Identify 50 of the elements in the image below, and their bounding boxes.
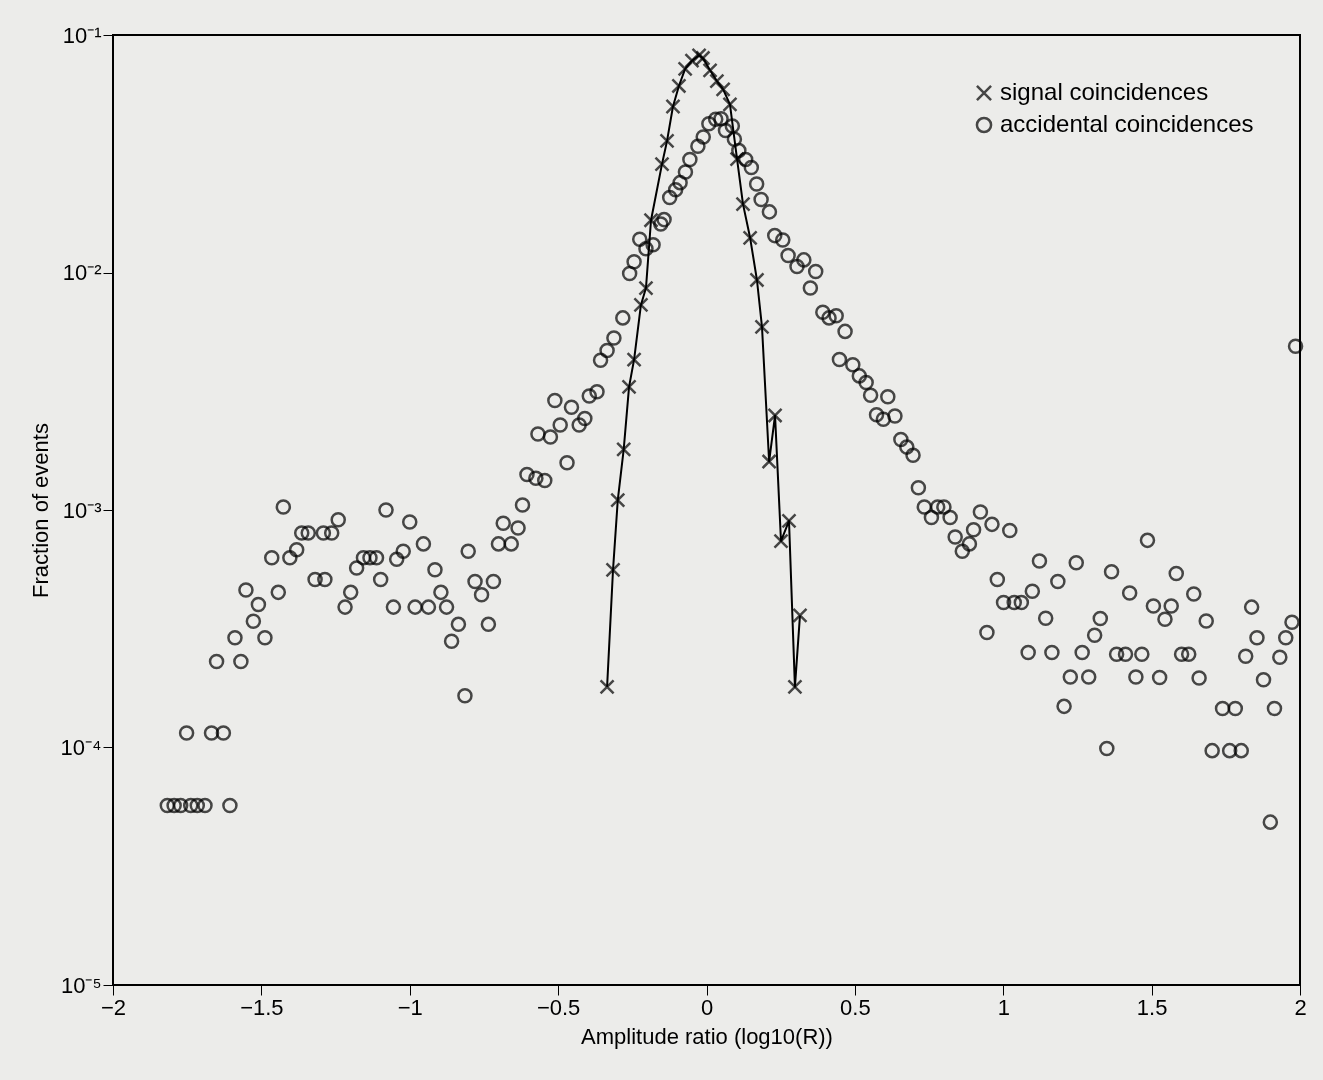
x-tick-label: −1: [397, 994, 423, 1020]
x-tick-label: 0.5: [840, 994, 871, 1020]
point: [695, 50, 711, 66]
point: [749, 272, 765, 288]
point: [742, 230, 758, 246]
point: [626, 351, 642, 368]
point: [671, 78, 687, 94]
x-tick-label: −0.5: [536, 994, 581, 1020]
point: [654, 156, 670, 172]
point: [643, 212, 659, 228]
point: [729, 151, 745, 167]
point: [599, 679, 615, 695]
point: [615, 441, 632, 458]
point: [754, 319, 770, 335]
point: [633, 297, 649, 313]
point: [610, 492, 626, 508]
x-tick-label: 1: [997, 994, 1010, 1020]
point: [691, 47, 707, 64]
point: [638, 280, 654, 296]
x-axis-title: Amplitude ratio (log10(R)): [581, 1023, 833, 1049]
point: [767, 407, 783, 424]
point: [684, 52, 700, 69]
x-tick-label: 1.5: [1136, 994, 1168, 1020]
point: [787, 679, 803, 695]
point: [677, 61, 693, 77]
x-tick-label: 0: [700, 994, 714, 1020]
point: [781, 513, 797, 529]
y-tick-label: 10⁻²: [62, 260, 102, 285]
point: [715, 81, 731, 98]
x-tick-label: −2: [100, 994, 127, 1020]
point: [659, 133, 675, 149]
legend-label: accidental coincidences: [1000, 110, 1254, 137]
y-tick-label: 10⁻³: [62, 497, 102, 523]
legend-label: signal coincidences: [1000, 78, 1209, 105]
y-axis-title: Fraction of events: [27, 423, 53, 598]
y-tick-label: 10⁻¹: [62, 22, 102, 48]
point: [702, 62, 718, 79]
point: [621, 379, 637, 395]
point: [605, 562, 621, 578]
y-tick-label: 10⁻⁵: [60, 972, 102, 998]
point: [709, 73, 725, 89]
point: [761, 453, 777, 470]
point: [665, 98, 681, 115]
y-tick-label: 10⁻⁴: [60, 735, 102, 760]
x-tick-label: 2: [1294, 994, 1307, 1020]
point: [792, 607, 808, 624]
point: [722, 96, 738, 113]
point: [735, 196, 751, 212]
point: [773, 533, 789, 549]
x-tick-label: −1.5: [240, 994, 284, 1020]
